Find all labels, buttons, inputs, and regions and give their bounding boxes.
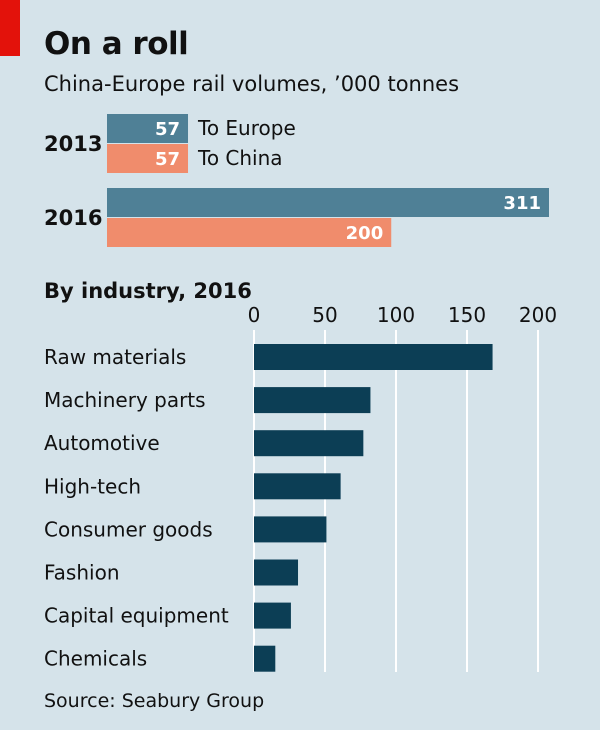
category-label-raw-materials: Raw materials [44,345,186,369]
category-label-high-tech: High-tech [44,474,141,498]
industry-chart-title: By industry, 2016 [44,279,252,303]
bar-2016-to-europe [107,188,549,217]
category-label-fashion: Fashion [44,561,120,585]
x-tick-label-100: 100 [377,303,415,327]
category-label-chemicals: Chemicals [44,647,147,671]
bar-2013-to-europe [107,114,189,143]
industry-bar-automotive [254,430,364,457]
legend-to-china: To China [197,146,283,170]
category-label-machinery-parts: Machinery parts [44,388,206,412]
data-label-2016-to-china: 200 [346,223,384,244]
year-label-2013: 2013 [44,132,102,156]
accent-tab [0,0,20,56]
category-label-capital-equipment: Capital equipment [44,604,229,628]
bar-2016-to-china [107,218,392,247]
category-label-automotive: Automotive [44,431,160,455]
legend-to-europe: To Europe [197,116,296,140]
data-label-2013-to-europe: 57 [155,119,180,140]
x-tick-label-50: 50 [312,303,337,327]
x-tick-label-150: 150 [448,303,486,327]
data-label-2013-to-china: 57 [155,149,180,170]
industry-bar-consumer-goods [254,516,327,543]
x-tick-label-200: 200 [519,303,557,327]
industry-bar-machinery-parts [254,387,371,414]
source-note: Source: Seabury Group [44,690,265,712]
industry-bar-capital-equipment [254,602,291,629]
year-label-2016: 2016 [44,206,102,230]
industry-bar-high-tech [254,473,341,500]
industry-bar-fashion [254,559,299,586]
bar-2013-to-china [107,144,189,173]
data-label-2016-to-europe: 311 [503,193,541,214]
category-label-consumer-goods: Consumer goods [44,517,213,541]
chart-title: On a roll [44,26,189,62]
industry-bar-chemicals [254,645,276,672]
x-tick-label-0: 0 [248,303,261,327]
chart-subtitle: China-Europe rail volumes, ’000 tonnes [44,72,460,96]
industry-bar-raw-materials [254,344,493,370]
